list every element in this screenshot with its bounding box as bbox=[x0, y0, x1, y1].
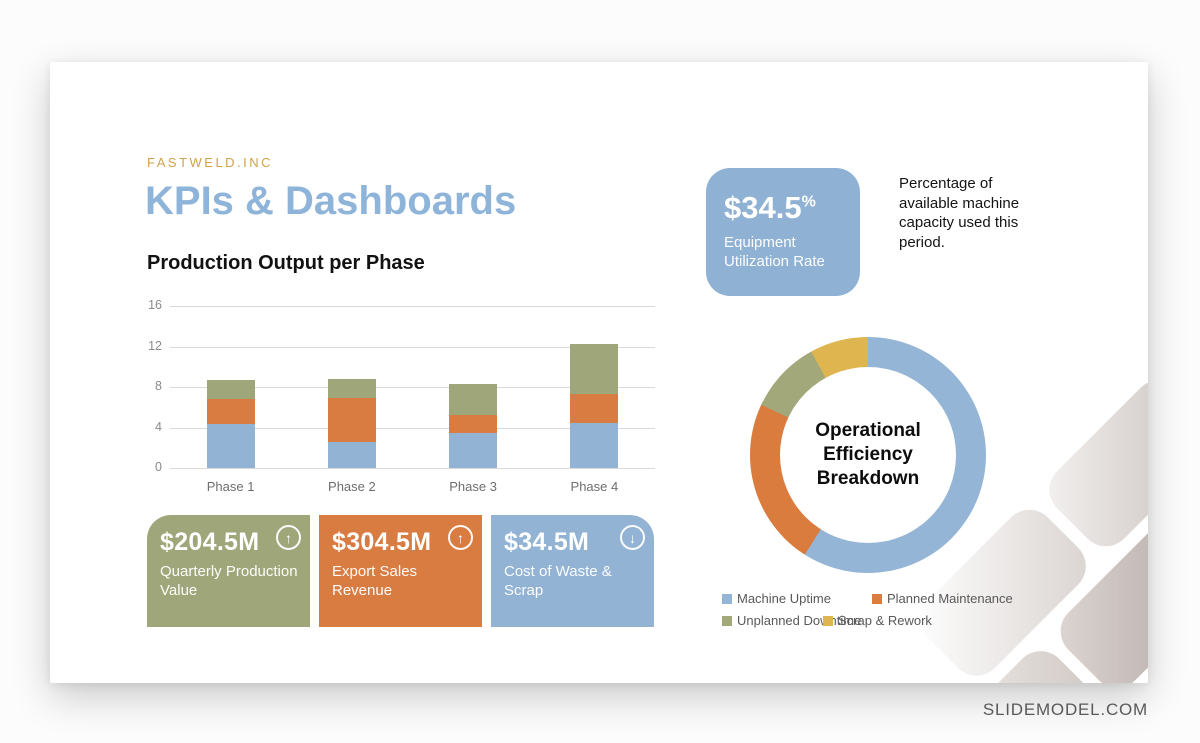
bar-segment-olive bbox=[206, 379, 255, 400]
bar-segment-blue bbox=[206, 424, 255, 468]
legend-swatch-icon bbox=[823, 615, 833, 626]
legend-swatch-icon bbox=[872, 593, 882, 604]
kpi-value: $304.5M bbox=[332, 528, 432, 556]
percent-sign: % bbox=[801, 193, 816, 211]
utilization-label: Equipment Utilization Rate bbox=[724, 234, 825, 270]
utilization-value: $34.5% bbox=[724, 190, 846, 226]
up-arrow-icon: ↑ bbox=[276, 525, 301, 550]
x-axis-category-label: Phase 2 bbox=[328, 479, 376, 494]
legend-item: Machine Uptime bbox=[722, 591, 831, 606]
brand-name: FASTWELD.INC bbox=[147, 155, 274, 170]
legend-swatch-icon bbox=[722, 593, 732, 604]
bar-segment-blue bbox=[327, 441, 376, 468]
page-title: KPIs & Dashboards bbox=[145, 179, 517, 223]
kpi-card-quarterly-production: $204.5M Quarterly Production Value ↑ bbox=[147, 515, 310, 627]
watermark-slidemodel: SLIDEMODEL.COM bbox=[982, 700, 1148, 719]
legend-label: Scrap & Rework bbox=[838, 613, 932, 628]
kpi-value: $34.5M bbox=[504, 528, 590, 556]
bar-segment-olive bbox=[449, 383, 498, 416]
y-axis-tick-label: 0 bbox=[155, 460, 162, 474]
bar-segment-orange bbox=[570, 394, 619, 424]
kpi-card-waste-cost: $34.5M Cost of Waste & Scrap ↓ bbox=[491, 515, 654, 627]
legend-swatch-icon bbox=[722, 615, 732, 626]
y-axis-tick-label: 4 bbox=[155, 419, 162, 434]
up-arrow-icon: ↑ bbox=[448, 525, 473, 550]
utilization-description: Percentage of available machine capacity… bbox=[899, 175, 1020, 251]
kpi-card-export-sales: $304.5M Export Sales Revenue ↑ bbox=[319, 515, 482, 627]
bar-segment-orange bbox=[449, 415, 498, 433]
y-axis-tick-label: 12 bbox=[148, 338, 162, 353]
kpi-label: Cost of Waste & Scrap bbox=[504, 563, 612, 599]
y-axis-tick-label: 16 bbox=[148, 298, 162, 312]
legend-label: Machine Uptime bbox=[737, 591, 831, 606]
chart-gridline bbox=[170, 346, 655, 348]
donut-chart: Operational Efficiency Breakdown bbox=[750, 337, 986, 573]
legend-item: Planned Maintenance bbox=[872, 591, 1013, 606]
chart-gridline bbox=[170, 468, 655, 469]
x-axis-category-label: Phase 4 bbox=[570, 479, 619, 494]
legend-label: Planned Maintenance bbox=[887, 591, 1013, 606]
x-axis-category-label: Phase 1 bbox=[206, 479, 255, 494]
kpi-value: $204.5M bbox=[160, 528, 260, 556]
down-arrow-icon: ↓ bbox=[620, 525, 645, 550]
y-axis-tick-label: 8 bbox=[155, 379, 162, 393]
slide-canvas: FASTWELD.INC KPIs & Dashboards Productio… bbox=[50, 62, 1148, 683]
bar-segment-olive bbox=[327, 378, 376, 399]
bar-segment-blue bbox=[449, 432, 498, 468]
bar-segment-orange bbox=[327, 398, 376, 442]
bar-chart-title: Production Output per Phase bbox=[147, 252, 425, 274]
chart-gridline bbox=[170, 306, 655, 307]
donut-center-label: Operational Efficiency Breakdown bbox=[815, 420, 921, 489]
bar-segment-blue bbox=[570, 423, 619, 468]
utilization-rate-card: $34.5% Equipment Utilization Rate bbox=[706, 168, 860, 296]
utilization-number: $34.5 bbox=[724, 190, 802, 225]
chart-gridline bbox=[170, 387, 655, 388]
x-axis-category-label: Phase 3 bbox=[449, 479, 497, 494]
legend-item: Scrap & Rework bbox=[823, 613, 932, 628]
kpi-label: Export Sales Revenue bbox=[332, 563, 418, 599]
kpi-label: Quarterly Production Value bbox=[160, 563, 298, 599]
chart-gridline bbox=[170, 427, 655, 429]
donut-hole: Operational Efficiency Breakdown bbox=[780, 367, 956, 543]
bar-segment-olive bbox=[570, 344, 619, 395]
bar-segment-orange bbox=[206, 399, 255, 425]
